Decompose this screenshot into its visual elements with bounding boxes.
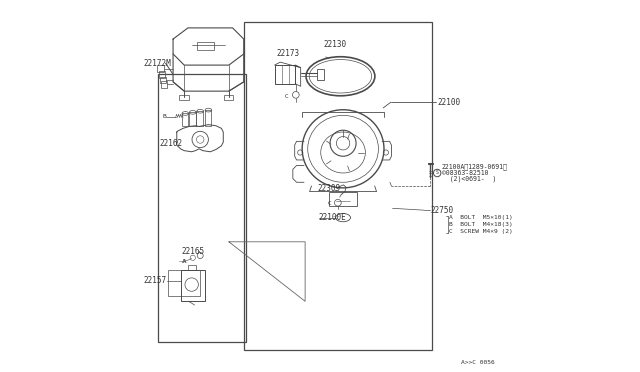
Bar: [224, 95, 234, 100]
Bar: [157, 65, 164, 72]
Text: 22750: 22750: [431, 206, 454, 215]
Text: C  SCREW M4×9 (2): C SCREW M4×9 (2): [449, 229, 513, 234]
Text: 22173: 22173: [276, 49, 300, 58]
Text: (2)<0691-  ): (2)<0691- ): [442, 175, 496, 182]
Text: B: B: [163, 114, 166, 119]
Bar: [180, 270, 205, 301]
Text: 22162: 22162: [159, 139, 182, 148]
Bar: [275, 65, 295, 84]
Bar: [196, 111, 203, 126]
Text: C: C: [285, 94, 289, 99]
Bar: [159, 71, 165, 78]
Text: 22165: 22165: [181, 247, 204, 256]
Bar: [158, 74, 246, 342]
Bar: [182, 113, 188, 126]
Bar: [329, 192, 357, 206]
Text: 22172M: 22172M: [143, 59, 171, 68]
Text: 22130: 22130: [324, 40, 347, 49]
Text: —A: —A: [179, 259, 186, 264]
Text: C: C: [328, 201, 331, 206]
Text: A>>C 0056: A>>C 0056: [461, 360, 495, 365]
Text: 22157: 22157: [143, 276, 166, 285]
Bar: [188, 265, 196, 270]
Bar: [179, 95, 189, 100]
Bar: [317, 69, 324, 80]
Bar: [244, 22, 431, 350]
Bar: [161, 81, 168, 88]
Text: 22100E: 22100E: [319, 213, 347, 222]
Text: 22309: 22309: [317, 184, 340, 193]
Text: 22100: 22100: [437, 98, 460, 107]
Text: 22100A【1289-0691】: 22100A【1289-0691】: [442, 163, 508, 170]
Text: B  BOLT  M4×18(3): B BOLT M4×18(3): [449, 222, 513, 227]
Bar: [189, 112, 196, 126]
Bar: [197, 42, 214, 50]
Text: S: S: [436, 170, 438, 176]
Bar: [168, 270, 200, 296]
Text: ©08363-82510: ©08363-82510: [442, 170, 488, 176]
Bar: [205, 110, 211, 126]
Text: A: A: [182, 259, 186, 264]
Bar: [159, 77, 166, 83]
Text: A  BOLT  M5×10(1): A BOLT M5×10(1): [449, 215, 513, 220]
